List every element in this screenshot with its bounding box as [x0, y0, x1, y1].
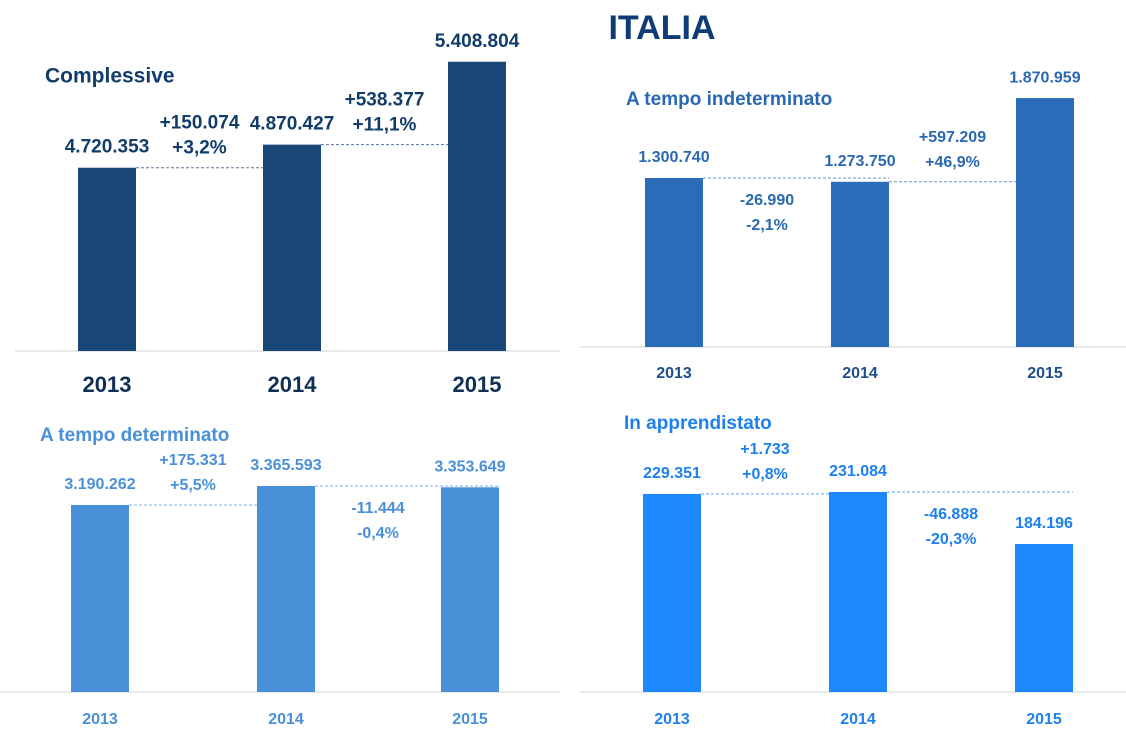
change-label: +175.331 — [159, 452, 226, 469]
chart-title: In apprendistato — [624, 413, 772, 434]
x-tick-label: 2014 — [842, 365, 878, 382]
change-label: +3,2% — [172, 138, 227, 159]
x-tick-label: 2013 — [654, 711, 690, 728]
value-label: 4.720.353 — [65, 137, 150, 158]
change-label: +46,9% — [925, 154, 980, 171]
change-label: -46.888 — [924, 506, 978, 523]
x-tick-label: 2015 — [453, 372, 502, 397]
change-label: +597.209 — [919, 129, 986, 146]
bar — [71, 505, 129, 692]
change-label: +11,1% — [353, 115, 417, 136]
bar — [441, 487, 499, 692]
value-label: 184.196 — [1015, 515, 1073, 532]
x-tick-label: 2014 — [268, 711, 304, 728]
change-label: -26.990 — [740, 192, 794, 209]
x-tick-label: 2014 — [268, 372, 318, 397]
page-title: ITALIA — [608, 9, 715, 47]
x-tick-label: 2015 — [1027, 365, 1063, 382]
bar — [829, 492, 887, 692]
bar — [448, 61, 506, 352]
change-label: -11.444 — [351, 500, 404, 517]
value-label: 4.870.427 — [250, 114, 335, 135]
bar — [645, 178, 703, 347]
change-label: -2,1% — [746, 217, 788, 234]
change-label: +0,8% — [742, 466, 788, 483]
value-label: 5.408.804 — [435, 31, 520, 52]
value-label: 3.353.649 — [434, 459, 505, 476]
x-tick-label: 2014 — [840, 711, 876, 728]
chart-title: A tempo indeterminato — [626, 89, 832, 110]
bar — [257, 486, 315, 692]
bar — [78, 167, 136, 351]
x-tick-label: 2015 — [452, 711, 488, 728]
value-label: 1.273.750 — [824, 153, 895, 170]
value-label: 1.870.959 — [1009, 69, 1080, 86]
chart-title: Complessive — [45, 65, 175, 88]
chart-title: A tempo determinato — [40, 425, 229, 446]
bar — [831, 181, 889, 347]
change-label: +538.377 — [345, 90, 425, 111]
value-label: 1.300.740 — [638, 149, 709, 166]
bar — [1016, 98, 1074, 347]
value-label: 231.084 — [829, 463, 887, 480]
change-label: +5,5% — [170, 477, 216, 494]
bar — [1015, 543, 1073, 692]
value-label: 229.351 — [643, 465, 701, 482]
change-label: -0,4% — [357, 525, 399, 542]
value-label: 3.190.262 — [64, 476, 135, 493]
x-tick-label: 2013 — [83, 372, 132, 397]
change-label: +150.074 — [160, 113, 240, 134]
value-label: 3.365.593 — [250, 457, 321, 474]
change-label: +1.733 — [740, 441, 789, 458]
x-tick-label: 2013 — [82, 711, 118, 728]
bar — [263, 144, 321, 351]
change-label: -20,3% — [926, 531, 977, 548]
x-tick-label: 2015 — [1026, 711, 1062, 728]
bar — [643, 493, 701, 692]
x-tick-label: 2013 — [656, 365, 692, 382]
